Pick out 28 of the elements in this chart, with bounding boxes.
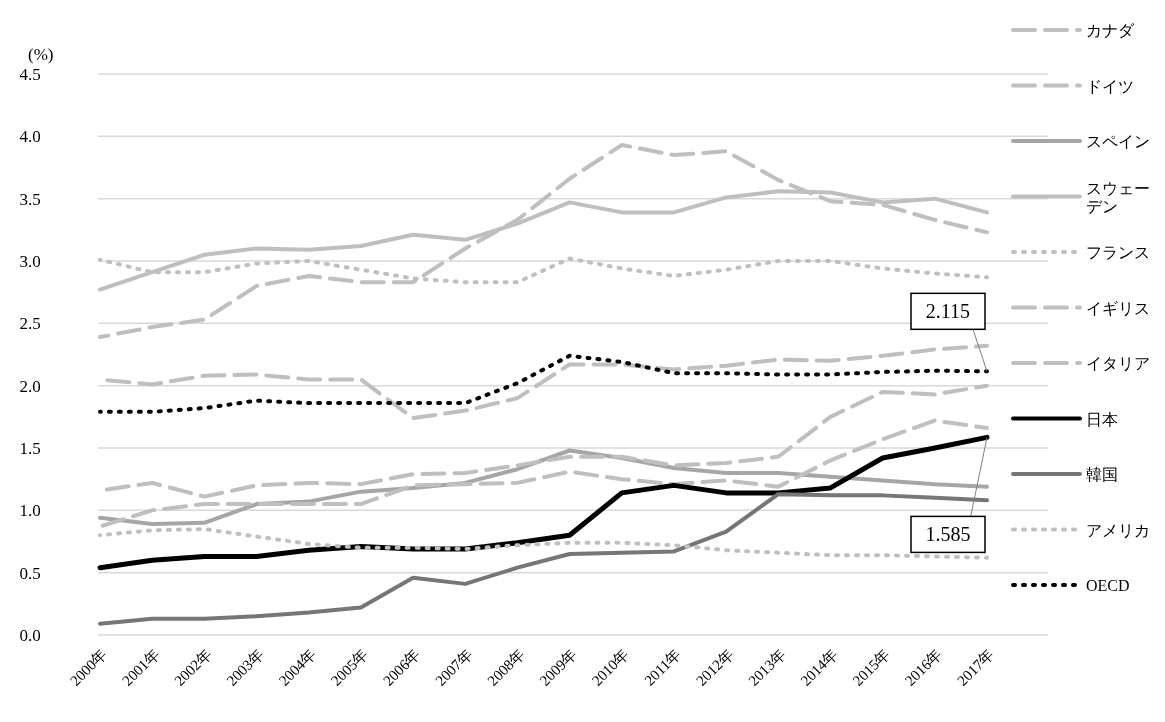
legend-label: OECD (1086, 577, 1130, 594)
legend-label: 日本 (1086, 410, 1118, 428)
y-tick-label: 2.5 (19, 314, 41, 334)
y-tick-label: 3.5 (19, 189, 41, 209)
y-tick-label: 4.5 (19, 65, 41, 84)
y-tick-label: 0.0 (19, 626, 41, 645)
y-tick-label: 0.5 (19, 563, 41, 583)
legend-label: カナダ (1086, 22, 1135, 39)
legend-label: 韓国 (1086, 466, 1118, 483)
y-tick-label: 1.0 (19, 501, 41, 521)
legend-label: イタリア (1086, 355, 1150, 372)
y-tick-label: 3.0 (19, 252, 41, 271)
annotation: 2.115 (925, 300, 971, 323)
y-axis-title: (%) (28, 45, 54, 64)
annotation: 1.585 (925, 523, 971, 546)
line-series (98, 527, 989, 560)
legend-label: イギリス (1086, 299, 1150, 317)
legend-label: フランス (1086, 244, 1150, 261)
line-series (98, 353, 989, 414)
legend-label: ドイツ (1086, 77, 1134, 95)
legend-label: アメリカ (1086, 521, 1150, 539)
legend-label: スペイン (1086, 133, 1150, 150)
y-tick-label: 4.0 (19, 127, 41, 147)
line-series (98, 143, 989, 340)
legend-label: スウェーデン (1086, 179, 1150, 215)
y-tick-label: 2.0 (19, 376, 41, 396)
y-tick-label: 1.5 (19, 439, 41, 458)
line-series (98, 418, 989, 529)
